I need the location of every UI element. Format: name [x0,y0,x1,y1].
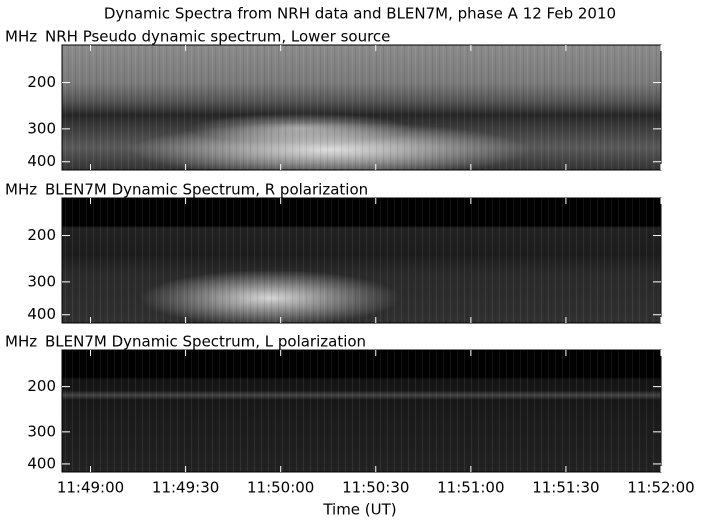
x-axis-label: Time (UT) [322,501,396,519]
y-tick-label: 400 [27,454,56,472]
spectrum-image [62,350,661,472]
panel-title: BLEN7M Dynamic Spectrum, R polarization [45,181,368,199]
plot-frame [61,197,662,324]
plot-frame [61,44,662,171]
y-unit-label: MHz [5,181,37,199]
plot-frame [61,349,662,473]
x-tick-label: 11:49:00 [57,479,124,497]
y-tick-label: 200 [27,377,56,395]
y-tick-label: 300 [27,422,56,440]
spectrum-image [62,45,661,178]
x-tick-label: 11:49:30 [152,479,219,497]
x-tick-label: 11:51:30 [532,479,599,497]
x-tick-label: 11:51:00 [437,479,504,497]
spectrum-image [62,198,661,326]
x-tick-label: 11:50:00 [247,479,314,497]
x-tick-label: 11:52:00 [627,479,694,497]
y-unit-label: MHz [5,333,37,351]
y-tick-label: 200 [27,73,56,91]
panel-title: BLEN7M Dynamic Spectrum, L polarization [45,333,366,351]
y-tick-label: 400 [27,305,56,323]
y-tick-label: 200 [27,226,56,244]
x-tick-label: 11:50:30 [342,479,409,497]
y-tick-label: 300 [27,272,56,290]
y-unit-label: MHz [5,28,37,46]
figure-title: Dynamic Spectra from NRH data and BLEN7M… [104,5,616,23]
y-tick-label: 400 [27,152,56,170]
panel-title: NRH Pseudo dynamic spectrum, Lower sourc… [45,28,390,46]
y-tick-label: 300 [27,119,56,137]
